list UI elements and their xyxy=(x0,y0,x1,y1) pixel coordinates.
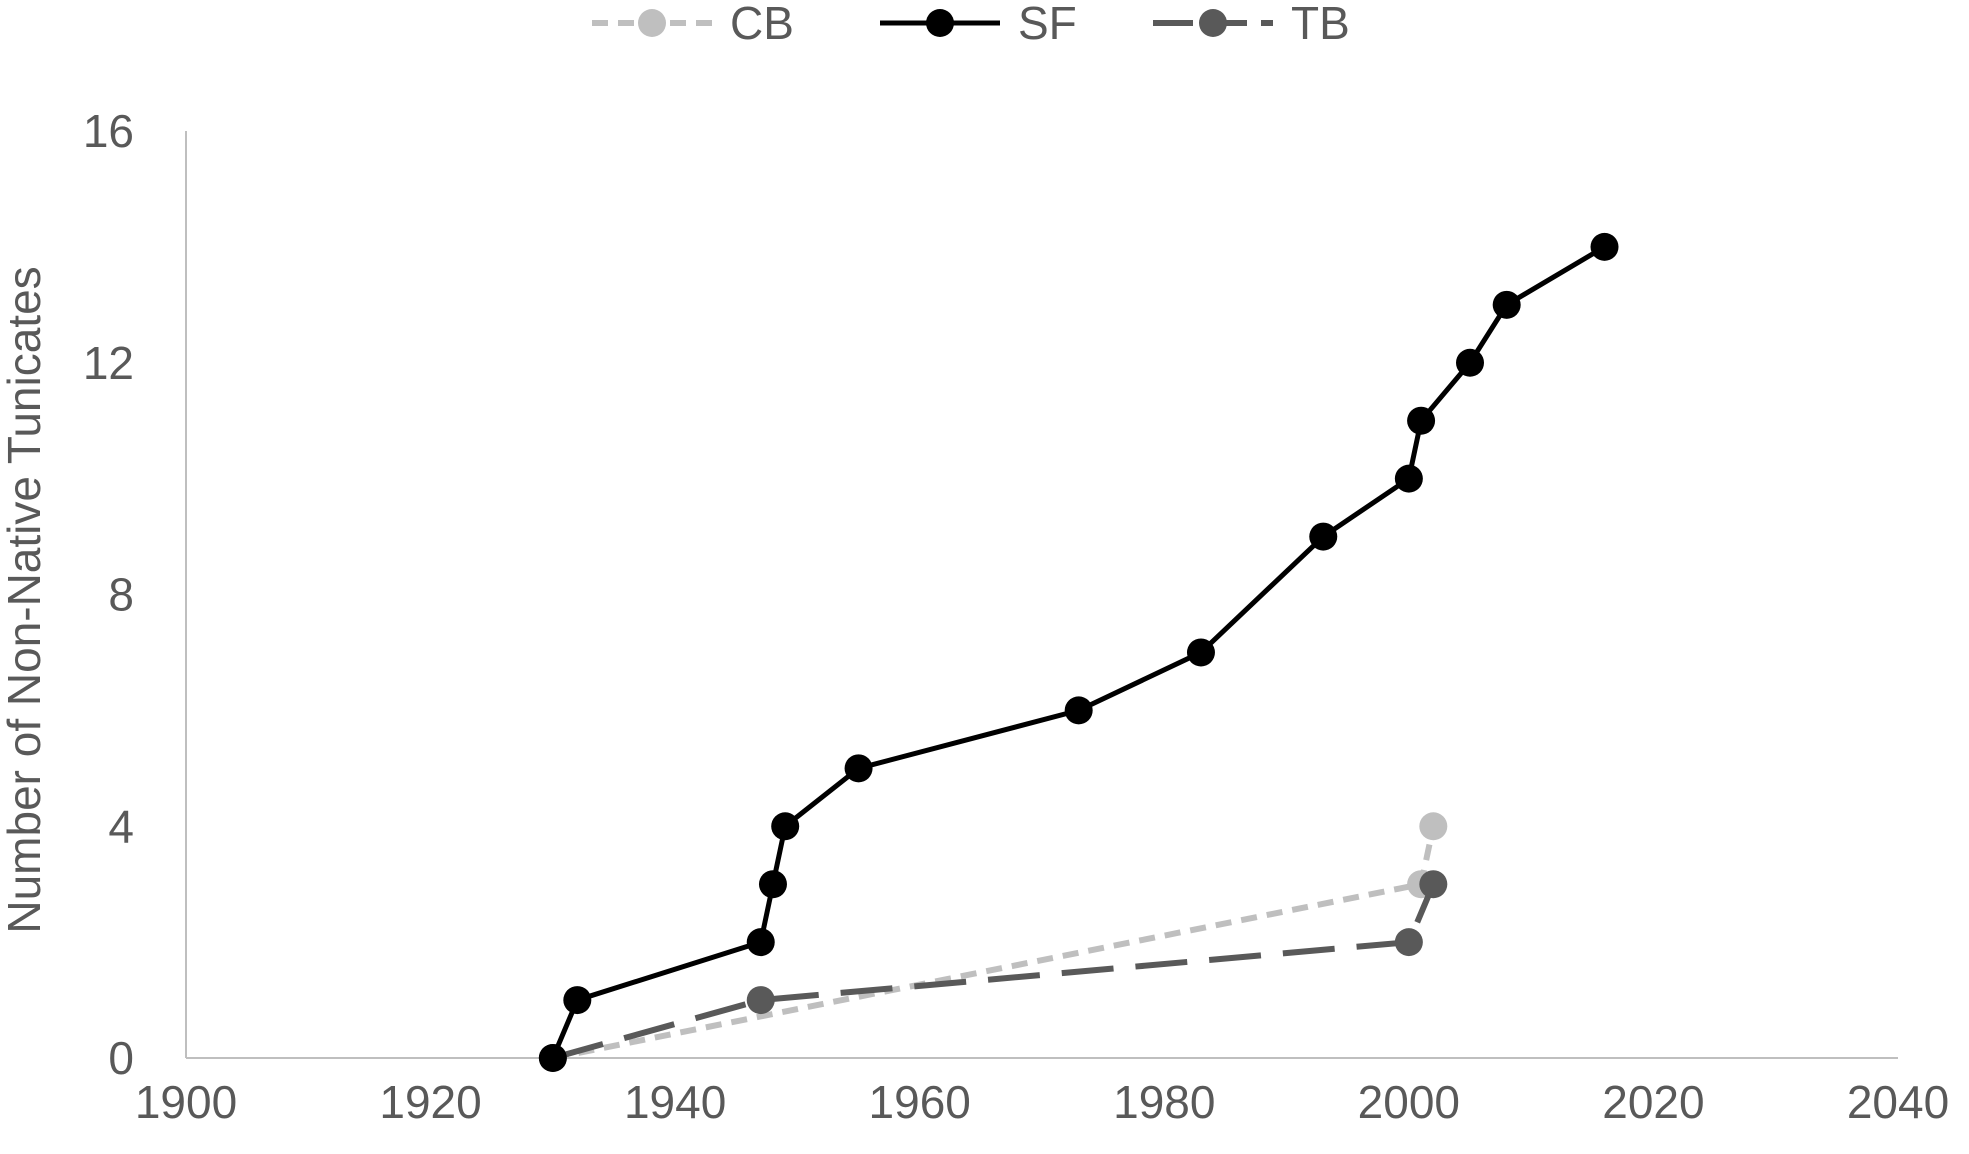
axes: 1900 1920 1940 1960 1980 2000 2020 2040 0 4 8 12 16 xyxy=(83,105,1949,1128)
data-point-sf xyxy=(1590,232,1619,261)
legend-item-cb: CB xyxy=(592,0,794,49)
series-sf xyxy=(538,232,1619,1072)
data-point-sf xyxy=(1407,406,1436,435)
legend-label: CB xyxy=(730,0,794,49)
data-point-sf xyxy=(1064,696,1093,725)
data-point-sf xyxy=(758,870,787,899)
x-tick-label: 1940 xyxy=(624,1076,726,1128)
x-tick-label: 2000 xyxy=(1358,1076,1460,1128)
data-point-sf xyxy=(1309,522,1338,551)
legend-item-tb: TB xyxy=(1153,0,1350,49)
legend-label: TB xyxy=(1291,0,1350,49)
x-tick-label: 1960 xyxy=(869,1076,971,1128)
series-line-cb xyxy=(552,825,1437,1061)
y-tick-label: 4 xyxy=(108,800,134,852)
series-cb xyxy=(538,812,1448,1072)
y-tick-label: 8 xyxy=(108,569,134,621)
y-axis-title: Number of Non-Native Tunicates xyxy=(0,266,50,933)
x-tick-label: 1920 xyxy=(379,1076,481,1128)
data-point-sf xyxy=(1186,638,1215,667)
x-tick-label: 1900 xyxy=(135,1076,237,1128)
x-tick-label: 1980 xyxy=(1113,1076,1215,1128)
legend-swatch-marker xyxy=(1199,9,1227,37)
series-line-sf xyxy=(550,244,1606,1059)
legend-item-sf: SF xyxy=(880,0,1077,49)
legend: CB SF TB xyxy=(592,0,1350,49)
data-point-tb xyxy=(1394,928,1423,957)
legend-swatch-marker xyxy=(926,9,954,37)
data-point-tb xyxy=(746,986,775,1015)
data-point-sf xyxy=(746,928,775,957)
y-tick-label: 16 xyxy=(83,105,134,157)
data-point-sf xyxy=(1394,464,1423,493)
data-point-sf xyxy=(538,1044,567,1072)
series-layer xyxy=(538,232,1619,1072)
legend-label: SF xyxy=(1018,0,1077,49)
y-tick-label: 0 xyxy=(108,1032,134,1084)
series-line-tb xyxy=(552,883,1437,1061)
y-tick-label: 12 xyxy=(83,337,134,389)
data-point-sf xyxy=(1456,348,1484,377)
data-point-cb xyxy=(1419,812,1448,841)
legend-swatch-marker xyxy=(638,9,666,37)
data-point-sf xyxy=(844,754,873,783)
data-point-sf xyxy=(771,812,800,841)
x-tick-label: 2040 xyxy=(1847,1076,1949,1128)
data-point-sf xyxy=(1492,290,1521,319)
x-tick-label: 2020 xyxy=(1602,1076,1704,1128)
data-point-sf xyxy=(563,986,592,1015)
data-point-tb xyxy=(1419,870,1448,899)
